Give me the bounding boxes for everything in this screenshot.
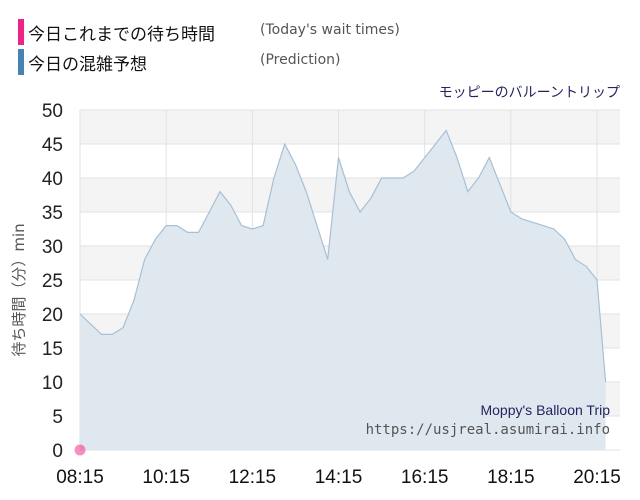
chart-title: モッピーのバルーントリップ (438, 85, 620, 101)
legend-label-prediction: 今日の混雑予想 (28, 55, 147, 75)
y-axis-label: 待ち時間（分）min (10, 223, 28, 356)
y-tick-label: 35 (42, 203, 63, 224)
x-tick-label: 18:15 (487, 467, 535, 488)
y-tick-label: 50 (42, 101, 63, 122)
y-tick-label: 25 (42, 271, 63, 292)
legend-sublabel-today: (Today's wait times) (260, 22, 400, 38)
x-tick-label: 12:15 (229, 467, 277, 488)
y-tick-label: 45 (42, 135, 63, 156)
x-tick-label: 20:15 (573, 467, 621, 488)
y-tick-label: 40 (42, 169, 63, 190)
y-tick-label: 10 (42, 373, 63, 394)
y-tick-label: 0 (52, 441, 63, 462)
x-tick-label: 14:15 (315, 467, 363, 488)
x-tick-label: 16:15 (401, 467, 449, 488)
y-tick-label: 5 (52, 407, 63, 428)
y-tick-label: 20 (42, 305, 63, 326)
attribution-url: https://usjreal.asumirai.info (365, 422, 610, 438)
attribution-name: Moppy's Balloon Trip (480, 402, 610, 418)
legend-swatch-today (18, 19, 24, 45)
prediction-area (80, 130, 606, 450)
legend-swatch-prediction (18, 49, 24, 75)
legend-sublabel-prediction: (Prediction) (260, 52, 341, 68)
plot-band (80, 144, 620, 178)
x-tick-label: 10:15 (142, 467, 190, 488)
y-tick-label: 15 (42, 339, 63, 360)
y-tick-label: 30 (42, 237, 63, 258)
today-wait-point (74, 444, 86, 456)
x-tick-label: 08:15 (56, 467, 104, 488)
legend-label-today: 今日これまでの待ち時間 (28, 25, 215, 45)
prediction-line (79, 129, 607, 383)
plot-band (80, 110, 620, 144)
